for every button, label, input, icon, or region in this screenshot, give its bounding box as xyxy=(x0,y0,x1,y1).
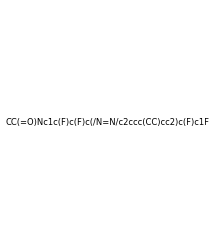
Text: CC(=O)Nc1c(F)c(F)c(/N=N/c2ccc(CC)cc2)c(F)c1F: CC(=O)Nc1c(F)c(F)c(/N=N/c2ccc(CC)cc2)c(F… xyxy=(5,118,209,127)
